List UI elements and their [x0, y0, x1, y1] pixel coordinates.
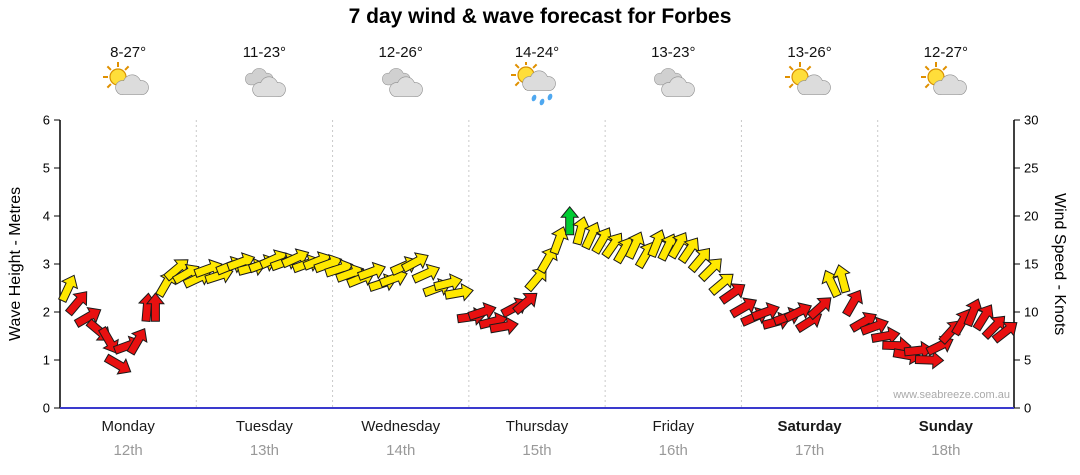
left-tick-label: 6 [43, 113, 50, 128]
right-tick-label: 0 [1024, 401, 1031, 416]
left-tick-label: 0 [43, 401, 50, 416]
wind-arrow [489, 316, 519, 336]
wind-arrow [73, 307, 102, 328]
wind-arrow [718, 283, 746, 305]
right-tick-label: 15 [1024, 257, 1038, 272]
wind-arrow [729, 297, 758, 319]
left-tick-label: 2 [43, 305, 50, 320]
wind-arrow [400, 252, 429, 273]
wind-arrow [832, 264, 851, 294]
wind-arrow [697, 258, 722, 283]
wind-arrow [411, 263, 441, 284]
wind-arrow [512, 292, 538, 316]
wind-arrow [991, 321, 1018, 344]
wind-arrow [126, 327, 148, 356]
wind-arrow [560, 206, 580, 236]
left-tick-label: 4 [43, 209, 50, 224]
wind-arrow [524, 267, 547, 293]
wind-arrow [145, 292, 165, 322]
wind-arrow [806, 297, 832, 321]
wind-arrow [64, 291, 88, 317]
wind-arrow [842, 289, 863, 318]
right-tick-label: 10 [1024, 305, 1038, 320]
wind-arrow [821, 269, 842, 299]
wind-arrow [708, 273, 734, 296]
wind-arrow [103, 353, 132, 375]
wind-arrow [750, 302, 780, 322]
wind-arrow [444, 282, 474, 302]
watermark-url: www.seabreeze.com.au [893, 389, 1010, 401]
right-tick-label: 30 [1024, 113, 1038, 128]
right-tick-label: 25 [1024, 161, 1038, 176]
right-tick-label: 20 [1024, 209, 1038, 224]
wind-arrow [57, 274, 79, 304]
chart-title: 7 day wind & wave forecast for Forbes [348, 5, 732, 28]
wind-arrow [783, 302, 812, 323]
left-tick-label: 1 [43, 353, 50, 368]
wind-arrow [624, 231, 646, 260]
wind-arrow [536, 246, 558, 275]
left-tick-label: 3 [43, 257, 50, 272]
right-axis-title: Wind Speed - Knots [1051, 192, 1068, 336]
wind-arrow [549, 226, 569, 256]
left-tick-label: 5 [43, 161, 50, 176]
right-tick-label: 5 [1024, 353, 1031, 368]
wind-arrow [356, 261, 387, 281]
